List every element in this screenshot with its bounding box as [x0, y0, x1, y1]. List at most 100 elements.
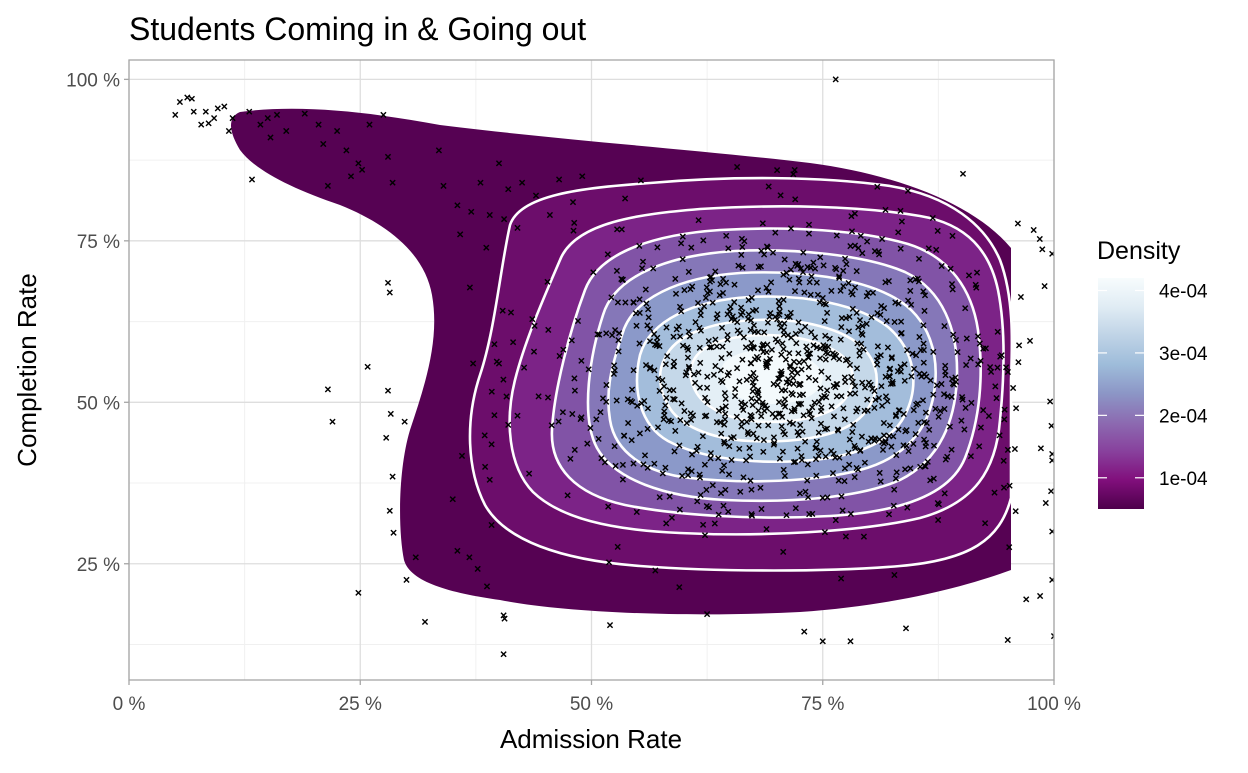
scatter-point: [822, 301, 829, 308]
scatter-point: [705, 338, 712, 345]
scatter-point: [977, 424, 984, 431]
scatter-point: [720, 502, 727, 509]
scatter-point: [796, 279, 803, 286]
scatter-point: [942, 372, 949, 379]
scatter-point: [908, 301, 915, 308]
scatter-point: [893, 452, 900, 459]
x-axis: 0 % 25 % 50 % 75 % 100 %: [113, 680, 1081, 715]
scatter-point: [604, 251, 611, 258]
scatter-point: [869, 289, 877, 296]
scatter-point: [765, 422, 772, 429]
scatter-point: [457, 231, 464, 238]
scatter-point: [763, 526, 770, 533]
scatter-point: [933, 246, 940, 253]
scatter-point: [678, 400, 685, 407]
scatter-point: [891, 318, 898, 326]
scatter-point: [725, 245, 732, 252]
scatter-point: [636, 242, 643, 249]
scatter-point: [922, 409, 929, 416]
scatter-point: [852, 390, 859, 397]
scatter-point: [952, 378, 960, 385]
scatter-point: [712, 268, 719, 275]
scatter-point: [924, 458, 931, 465]
scatter-point: [803, 343, 810, 350]
scatter-point: [811, 399, 818, 406]
scatter-point: [874, 343, 881, 350]
scatter-point: [739, 243, 746, 251]
scatter-point: [636, 296, 643, 303]
scatter-point: [950, 331, 957, 338]
scatter-point: [798, 400, 805, 407]
y-tick-label: 50 %: [77, 393, 120, 414]
scatter-point: [802, 438, 809, 445]
scatter-point: [853, 268, 860, 275]
scatter-point: [783, 512, 790, 519]
scatter-point: [759, 220, 766, 227]
scatter-point: [859, 322, 866, 329]
scatter-point: [677, 417, 684, 424]
scatter-point: [359, 166, 366, 173]
scatter-point: [846, 361, 854, 369]
scatter-point: [246, 108, 253, 115]
scatter-point: [784, 313, 791, 320]
scatter-point: [641, 452, 649, 459]
scatter-point: [758, 505, 765, 513]
scatter-point: [813, 438, 820, 445]
scatter-point: [920, 346, 927, 354]
scatter-point: [747, 412, 754, 419]
scatter-point: [1026, 337, 1034, 344]
legend: Density 1e-04 2e-04 3e-04 4e-04: [1097, 237, 1208, 509]
scatter-point: [739, 356, 746, 363]
scatter-point: [468, 208, 475, 215]
scatter-point: [560, 346, 567, 353]
scatter-point: [804, 461, 811, 468]
scatter-point: [946, 423, 953, 430]
scatter-point: [703, 284, 710, 291]
scatter-point: [748, 395, 755, 402]
scatter-point: [792, 196, 799, 203]
scatter-point: [676, 303, 684, 310]
scatter-point: [320, 140, 327, 148]
scatter-point: [758, 413, 765, 420]
scatter-point: [510, 339, 517, 346]
scatter-point: [888, 443, 895, 450]
scatter-point: [845, 328, 853, 335]
scatter-point: [738, 304, 745, 311]
scatter-point: [822, 356, 829, 363]
scatter-point: [676, 442, 683, 449]
scatter-point: [579, 173, 586, 180]
scatter-point: [283, 127, 290, 135]
scatter-point: [948, 281, 956, 288]
scatter-point: [596, 331, 603, 338]
scatter-point: [876, 436, 883, 443]
scatter-point: [790, 459, 797, 466]
scatter-point: [750, 430, 757, 437]
scatter-point: [822, 349, 829, 356]
scatter-point: [821, 318, 828, 325]
scatter-point: [907, 277, 914, 284]
scatter-point: [564, 492, 571, 499]
scatter-point: [748, 339, 755, 347]
scatter-point: [481, 432, 488, 439]
scatter-point: [753, 435, 760, 442]
scatter-point: [843, 261, 850, 268]
scatter-point: [881, 305, 888, 312]
scatter-point: [885, 511, 893, 518]
scatter-point: [683, 369, 690, 376]
scatter-point: [681, 287, 688, 294]
scatter-point: [908, 373, 915, 380]
scatter-point: [651, 460, 658, 467]
scatter-point: [687, 410, 694, 417]
scatter-point: [611, 367, 618, 374]
scatter-point: [1023, 596, 1030, 603]
scatter-point: [819, 494, 826, 501]
scatter-point: [777, 410, 784, 417]
scatter-point: [688, 244, 695, 251]
scatter-point: [755, 329, 762, 336]
scatter-point: [198, 121, 205, 128]
scatter-point: [384, 387, 392, 394]
scatter-point: [911, 365, 918, 372]
scatter-point: [897, 245, 904, 252]
scatter-point: [787, 266, 794, 273]
scatter-point: [871, 435, 878, 442]
